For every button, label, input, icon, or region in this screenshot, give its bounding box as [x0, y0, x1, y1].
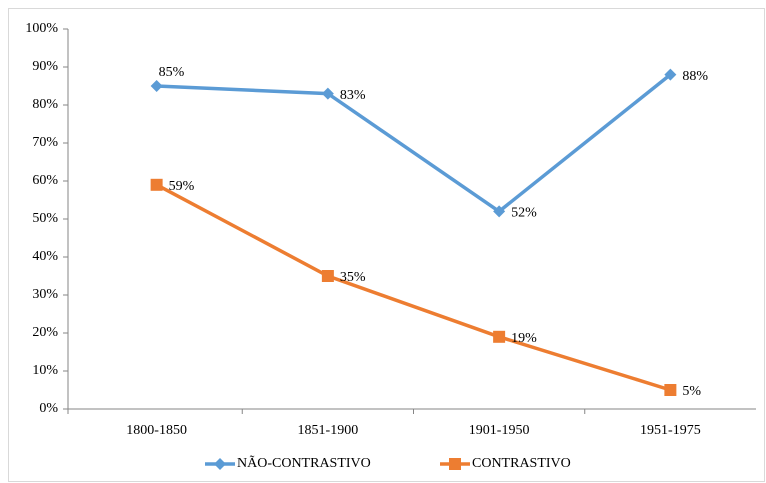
data-label: 85%: [159, 65, 185, 80]
y-tick-label: 10%: [32, 363, 58, 378]
data-label: 5%: [682, 384, 701, 399]
marker: [321, 87, 334, 100]
marker: [664, 68, 677, 81]
y-tick-label: 100%: [25, 21, 58, 36]
marker: [493, 330, 506, 343]
y-tick-label: 50%: [32, 211, 58, 226]
x-tick-label: 1800-1850: [126, 423, 187, 438]
marker: [449, 458, 461, 470]
marker: [493, 205, 506, 218]
y-tick-label: 90%: [32, 59, 58, 74]
y-tick-label: 60%: [32, 173, 58, 188]
line: [155, 183, 671, 392]
data-label: 52%: [511, 206, 537, 221]
data-label: 88%: [682, 69, 708, 84]
y-tick-label: 0%: [39, 401, 58, 416]
legend-label: CONTRASTIVO: [472, 456, 571, 471]
marker: [664, 384, 677, 396]
line: [156, 73, 672, 214]
x-tick-label: 1851-1900: [298, 423, 359, 438]
y-tick-label: 20%: [32, 325, 58, 340]
data-label: 35%: [340, 270, 366, 285]
y-tick-label: 70%: [32, 135, 58, 150]
marker: [321, 270, 334, 282]
data-label: 19%: [511, 331, 537, 346]
chart-border: [8, 8, 765, 482]
x-tick-label: 1901-1950: [469, 423, 530, 438]
marker: [150, 80, 163, 92]
y-tick-label: 80%: [32, 97, 58, 112]
x-tick-label: 1951-1975: [640, 423, 701, 438]
data-label: 59%: [169, 179, 195, 194]
y-tick-label: 40%: [32, 249, 58, 264]
y-tick-label: 30%: [32, 287, 58, 302]
marker: [214, 458, 226, 470]
legend-label: NÃO-CONTRASTIVO: [237, 455, 371, 471]
marker: [150, 178, 163, 191]
data-label: 83%: [340, 88, 366, 103]
